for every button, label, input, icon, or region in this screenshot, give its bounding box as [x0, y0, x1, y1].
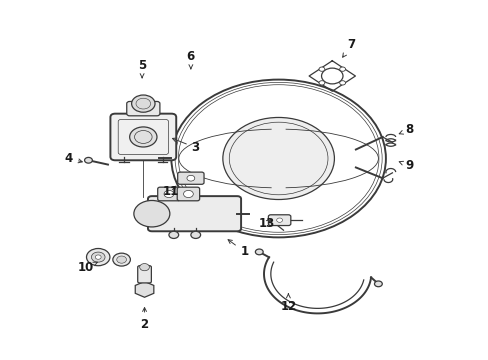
FancyBboxPatch shape	[148, 196, 241, 231]
Circle shape	[318, 67, 324, 71]
Circle shape	[168, 231, 178, 238]
Circle shape	[163, 190, 173, 198]
Circle shape	[186, 175, 194, 181]
Circle shape	[276, 218, 282, 222]
Circle shape	[134, 201, 169, 227]
Circle shape	[374, 281, 382, 287]
Text: 13: 13	[258, 216, 274, 230]
Text: 4: 4	[65, 152, 82, 165]
Text: 6: 6	[186, 50, 195, 69]
Text: 9: 9	[398, 159, 412, 172]
Circle shape	[86, 248, 110, 266]
Circle shape	[339, 81, 345, 85]
Circle shape	[339, 67, 345, 71]
Circle shape	[95, 255, 101, 259]
Text: 10: 10	[78, 261, 97, 274]
Circle shape	[129, 127, 157, 147]
FancyBboxPatch shape	[110, 114, 176, 160]
FancyBboxPatch shape	[177, 172, 203, 184]
Circle shape	[321, 68, 342, 84]
Text: 11: 11	[162, 185, 178, 198]
Circle shape	[255, 249, 263, 255]
Circle shape	[131, 95, 155, 112]
FancyBboxPatch shape	[158, 187, 180, 201]
Text: 3: 3	[172, 138, 200, 154]
Circle shape	[117, 256, 126, 263]
FancyBboxPatch shape	[268, 215, 290, 226]
Circle shape	[223, 117, 334, 199]
Circle shape	[171, 80, 385, 237]
Circle shape	[190, 231, 200, 238]
Circle shape	[318, 81, 324, 85]
Text: 5: 5	[138, 59, 146, 78]
Circle shape	[140, 264, 149, 271]
Text: 12: 12	[280, 294, 296, 313]
Circle shape	[113, 253, 130, 266]
Text: 1: 1	[227, 240, 248, 258]
Circle shape	[183, 190, 193, 198]
Circle shape	[84, 157, 92, 163]
Text: 2: 2	[140, 307, 148, 331]
FancyBboxPatch shape	[126, 102, 160, 116]
Text: 7: 7	[342, 38, 355, 57]
Polygon shape	[135, 282, 154, 297]
Text: 8: 8	[398, 123, 412, 136]
FancyBboxPatch shape	[177, 187, 199, 201]
FancyBboxPatch shape	[138, 266, 151, 283]
Circle shape	[91, 252, 105, 262]
